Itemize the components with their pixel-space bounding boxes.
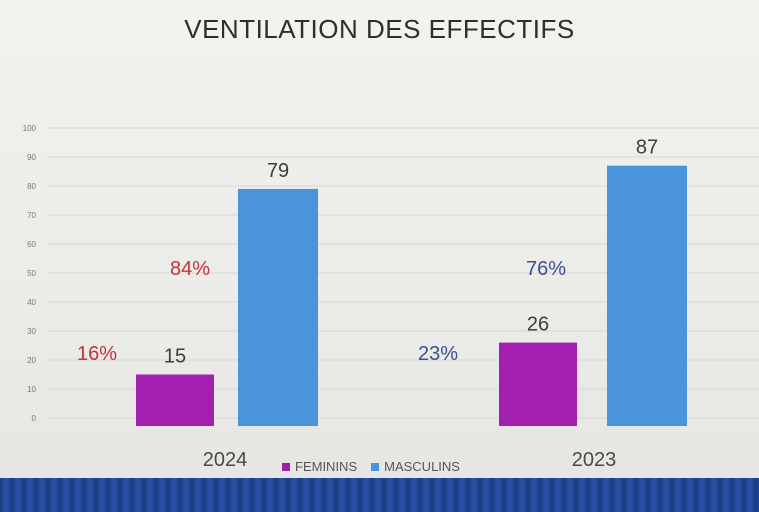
percent-label-masculins-2024: 84% xyxy=(170,258,210,280)
y-tick-label-0: 0 xyxy=(32,414,37,423)
legend-item-feminins: FEMININS xyxy=(282,459,357,474)
legend-swatch-feminins xyxy=(282,462,290,471)
value-label-masculins-2023: 87 xyxy=(636,137,658,159)
legend-item-masculins: MASCULINS xyxy=(371,459,460,474)
value-label-masculins-2024: 79 xyxy=(267,160,289,182)
category-label-2024: 2024 xyxy=(203,449,248,471)
y-axis-ticks: 0 10 20 30 40 50 60 70 80 90 100 xyxy=(23,124,37,423)
y-tick-label-10: 10 xyxy=(27,385,36,394)
value-label-feminins-2023: 26 xyxy=(527,314,549,336)
y-tick-label-30: 30 xyxy=(27,327,36,336)
value-label-feminins-2024: 15 xyxy=(164,346,186,368)
legend-label-masculins: MASCULINS xyxy=(384,459,460,474)
y-tick-label-20: 20 xyxy=(27,356,36,365)
gridlines xyxy=(48,127,759,419)
data-labels: 15 16% 79 84% 2024 26 23% 87 76% 2023 xyxy=(77,137,658,471)
legend-label-feminins: FEMININS xyxy=(295,459,358,474)
bar-chart: 0 10 20 30 40 50 60 70 80 90 100 15 16% 79 84% 2024 26 2… xyxy=(23,124,759,471)
legend: FEMININS MASCULINS xyxy=(282,459,460,474)
bar-masculins-2024 xyxy=(238,188,318,426)
percent-label-feminins-2023: 23% xyxy=(418,343,458,365)
y-tick-label-70: 70 xyxy=(27,211,36,220)
slide: VENTILATION DES EFFECTIFS 0 10 20 30 40 50 60 7… xyxy=(0,0,759,478)
bar-masculins-2023 xyxy=(607,165,687,426)
y-tick-label-50: 50 xyxy=(27,269,36,278)
chart-title: VENTILATION DES EFFECTIFS xyxy=(184,14,575,44)
percent-label-feminins-2024: 16% xyxy=(77,343,117,365)
y-tick-label-100: 100 xyxy=(23,124,37,133)
percent-label-masculins-2023: 76% xyxy=(526,258,566,280)
category-label-2023: 2023 xyxy=(572,449,617,471)
bar-feminins-2024 xyxy=(136,374,214,426)
bars xyxy=(136,165,687,426)
y-tick-label-60: 60 xyxy=(27,240,36,249)
bar-feminins-2023 xyxy=(499,342,577,426)
background-strip xyxy=(0,478,759,512)
y-tick-label-90: 90 xyxy=(27,153,36,162)
legend-swatch-masculins xyxy=(371,462,380,471)
y-tick-label-80: 80 xyxy=(27,182,36,191)
y-tick-label-40: 40 xyxy=(27,298,36,307)
